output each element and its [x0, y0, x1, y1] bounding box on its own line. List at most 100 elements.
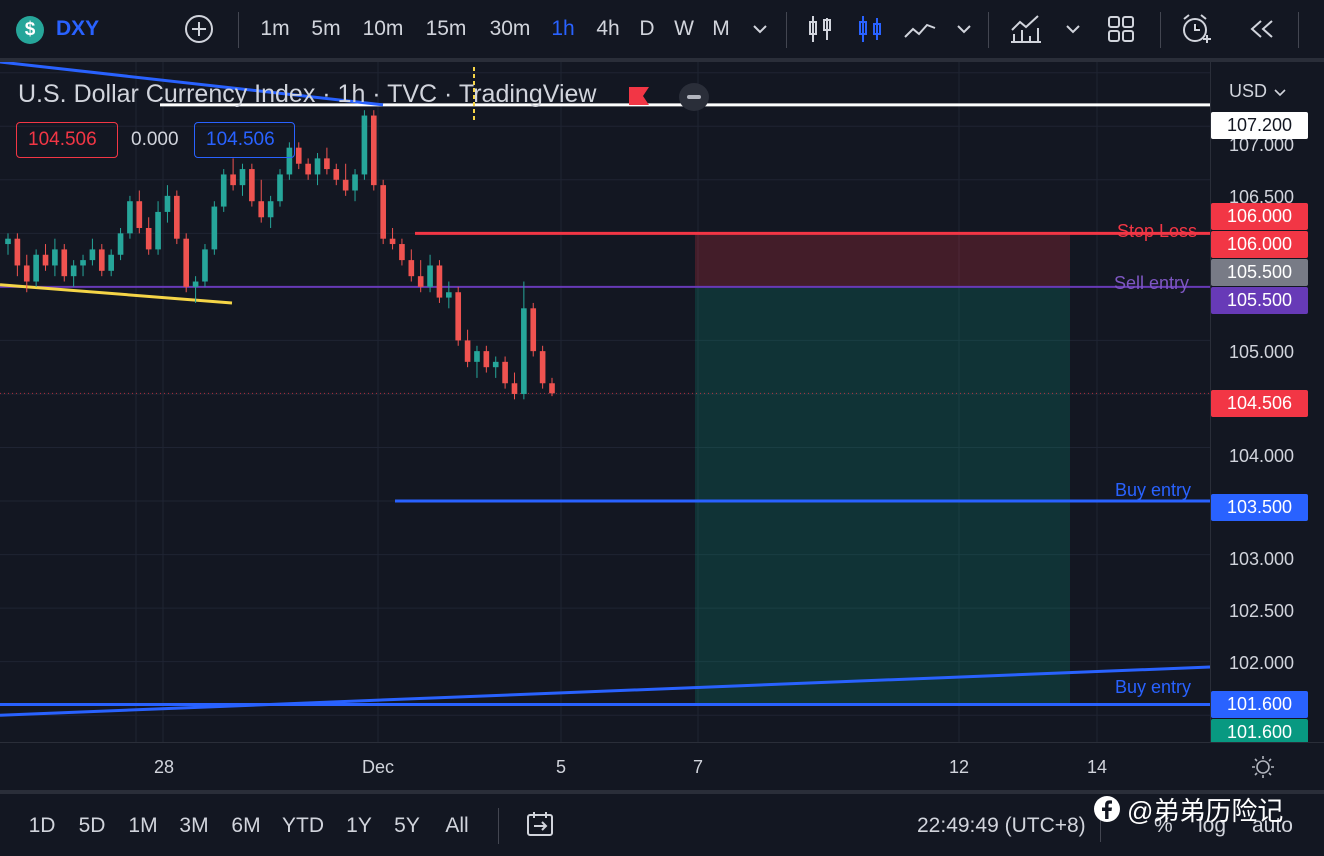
range-3M[interactable]: 3M	[179, 814, 209, 837]
candle-body	[464, 340, 471, 362]
candle-body	[436, 265, 443, 298]
interval-5m[interactable]: 5m	[311, 17, 341, 40]
interval-1m[interactable]: 1m	[260, 17, 290, 40]
range-1Y[interactable]: 1Y	[346, 814, 372, 837]
stop-loss-price-badge: 106.000	[1211, 231, 1308, 258]
buy-entry-label: Buy entry	[1115, 677, 1192, 697]
toolbar-divider	[1298, 12, 1299, 48]
candle-body	[361, 115, 368, 175]
range-5Y[interactable]: 5Y	[394, 814, 420, 837]
chart-pane[interactable]: U.S. Dollar Currency Index · 1h · TVC · …	[0, 62, 1210, 742]
percent-toggle[interactable]: %	[1154, 814, 1173, 837]
chevron-down-icon[interactable]	[750, 0, 770, 58]
settings-sun-icon[interactable]	[1251, 755, 1275, 779]
add-symbol-button[interactable]	[183, 0, 215, 58]
range-YTD[interactable]: YTD	[282, 814, 324, 837]
stop-loss-label: Stop Loss	[1117, 221, 1198, 241]
symbol-name[interactable]: DXY	[56, 17, 100, 40]
price-scale[interactable]: USD 107.000 106.500 105.000 104.000 103.…	[1210, 62, 1324, 746]
candle-body	[164, 195, 171, 212]
bar-chart-icon[interactable]	[806, 0, 834, 58]
time-tick: 5	[555, 757, 567, 777]
bid-price-box[interactable]: 104.506	[16, 122, 118, 158]
chevron-down-icon[interactable]	[1063, 0, 1083, 58]
buy-entry-price-badge: 101.600	[1211, 691, 1308, 718]
interval-1h[interactable]: 1h	[551, 17, 575, 40]
auto-toggle[interactable]: auto	[1252, 814, 1293, 837]
watermark-text: @弟弟历险记	[1127, 795, 1284, 826]
range-6M[interactable]: 6M	[231, 814, 261, 837]
range-5D[interactable]: 5D	[78, 814, 106, 837]
chevron-down-icon	[1274, 89, 1286, 97]
indicators-icon[interactable]	[1009, 0, 1043, 58]
price-tick: 102.500	[1229, 601, 1295, 621]
candle-body	[117, 233, 124, 255]
candle-body	[530, 308, 537, 352]
candle-body	[408, 260, 415, 277]
candles-icon[interactable]	[856, 0, 884, 58]
chart-canvas[interactable]	[0, 62, 1210, 742]
range-All[interactable]: All	[445, 814, 469, 837]
time-tick: 7	[692, 757, 704, 777]
candle-body	[249, 169, 255, 202]
interval-10m[interactable]: 10m	[362, 17, 404, 40]
collapse-icon[interactable]	[679, 83, 709, 111]
candle-body	[389, 238, 396, 245]
stop-price-badge: 106.000	[1211, 203, 1308, 230]
time-tick: 28	[153, 757, 175, 777]
candle-body	[314, 158, 321, 175]
log-toggle[interactable]: log	[1198, 814, 1227, 837]
candle-body	[136, 201, 143, 228]
candle-body	[211, 206, 218, 250]
candle-body	[446, 292, 452, 298]
interval-4h[interactable]: 4h	[596, 17, 620, 40]
top-line-price-badge: 107.200	[1211, 112, 1308, 139]
candle-body	[474, 351, 480, 362]
top-toolbar: $ DXY	[0, 0, 1324, 62]
line-chart-icon[interactable]	[902, 0, 938, 58]
interval-M[interactable]: M	[712, 17, 730, 40]
replay-icon[interactable]	[1248, 0, 1276, 58]
candle-body	[61, 249, 68, 277]
alarm-add-icon[interactable]	[1180, 0, 1214, 58]
sell-entry-price-badge: 105.500	[1211, 287, 1308, 314]
clock-timezone[interactable]: 22:49:49 (UTC+8)	[917, 814, 1086, 837]
candle-body	[80, 260, 86, 266]
candle-body	[108, 254, 114, 271]
toolbar-divider	[1160, 12, 1161, 48]
calendar-goto-icon[interactable]	[526, 810, 554, 838]
watermark: @弟弟历险记	[1093, 794, 1313, 826]
ask-price-box[interactable]: 104.506	[194, 122, 295, 158]
candle-body	[239, 169, 246, 186]
candle-body	[258, 201, 265, 218]
candle-body	[352, 174, 358, 191]
sell-price-badge: 105.500	[1211, 259, 1308, 286]
interval-W[interactable]: W	[674, 17, 694, 40]
candle-body	[277, 174, 283, 202]
candle-body	[5, 238, 11, 245]
flag-icon[interactable]	[628, 86, 650, 106]
last-price-badge: 104.506	[1211, 390, 1308, 417]
candle-body	[399, 244, 405, 261]
toolbar-divider	[988, 12, 989, 48]
interval-30m[interactable]: 30m	[489, 17, 531, 40]
candle-body	[295, 147, 302, 164]
currency-label: USD	[1229, 81, 1268, 101]
candle-body	[52, 249, 58, 266]
layout-grid-icon[interactable]	[1106, 0, 1136, 58]
interval-15m[interactable]: 15m	[425, 17, 467, 40]
range-1D[interactable]: 1D	[28, 814, 56, 837]
currency-selector[interactable]: USD	[1229, 81, 1286, 102]
interval-D[interactable]: D	[639, 17, 655, 40]
spread-value: 0.000	[131, 129, 179, 150]
range-1M[interactable]: 1M	[128, 814, 158, 837]
dollar-icon[interactable]: $	[16, 16, 44, 44]
trend-line	[0, 62, 384, 107]
plus-circle-icon	[185, 15, 213, 43]
chevron-down-icon[interactable]	[954, 0, 974, 58]
time-scale[interactable]: 28 Dec 5 7 12 14	[0, 742, 1324, 790]
risk-zone	[695, 233, 1070, 287]
buy-entry-label: Buy entry	[1115, 480, 1192, 500]
candle-body	[220, 174, 227, 207]
candle-body	[89, 249, 96, 261]
